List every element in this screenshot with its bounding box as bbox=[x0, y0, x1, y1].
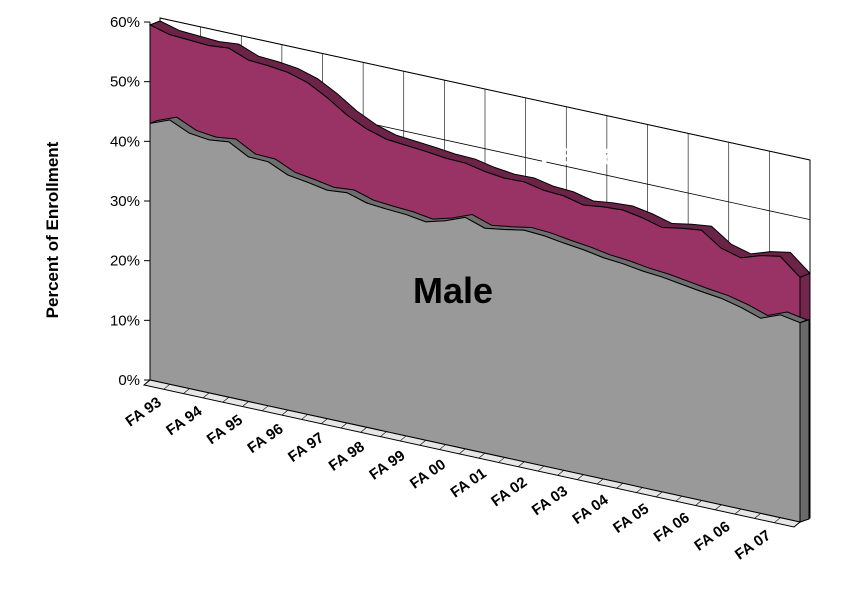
floor-divider bbox=[675, 495, 683, 502]
y-tick-label: 10% bbox=[110, 312, 140, 329]
floor-divider bbox=[734, 508, 742, 515]
floor-divider bbox=[537, 465, 545, 472]
floor-divider bbox=[774, 517, 781, 523]
chart-floor bbox=[142, 379, 802, 528]
series-male-area bbox=[149, 119, 801, 523]
floor-divider bbox=[715, 504, 722, 511]
floor-divider bbox=[419, 440, 426, 446]
floor-divider bbox=[340, 422, 348, 429]
x-category-label: FA 05 bbox=[610, 500, 652, 537]
series-label-male: Male bbox=[413, 270, 493, 311]
x-category-label: FA 97 bbox=[285, 429, 327, 466]
floor-divider bbox=[754, 513, 761, 519]
floor-divider bbox=[655, 491, 663, 498]
x-category-label: FA 00 bbox=[407, 456, 449, 493]
floor-divider bbox=[321, 418, 328, 424]
floor-divider bbox=[498, 457, 505, 463]
floor-divider bbox=[439, 444, 446, 450]
x-category-label: FA 02 bbox=[488, 474, 530, 511]
y-tick-label: 40% bbox=[110, 133, 140, 150]
x-category-label: FA 93 bbox=[123, 394, 165, 431]
floor-divider bbox=[380, 431, 387, 437]
floor-divider bbox=[399, 435, 407, 442]
x-category-label: FA 06 bbox=[651, 509, 693, 546]
floor-divider bbox=[458, 448, 466, 455]
floor-divider bbox=[281, 409, 289, 416]
x-category-label: FA 95 bbox=[204, 412, 246, 449]
y-tick-label: 20% bbox=[110, 253, 140, 270]
floor-divider bbox=[360, 427, 367, 433]
y-tick-label: 50% bbox=[110, 74, 140, 91]
y-tick-labels: 0% 10% 20% 30% 40% 50% 60% bbox=[110, 14, 150, 389]
series-label-female: Female bbox=[540, 138, 643, 171]
series-male-side bbox=[799, 319, 810, 523]
x-category-label: FA 06 bbox=[691, 518, 733, 555]
floor-divider bbox=[616, 483, 623, 489]
floor-divider bbox=[183, 388, 190, 394]
x-category-label: FA 98 bbox=[326, 438, 368, 475]
x-category-label: FA 96 bbox=[244, 420, 286, 457]
floor-divider bbox=[163, 384, 170, 390]
x-category-label: FA 03 bbox=[529, 483, 571, 520]
floor-divider bbox=[636, 487, 643, 493]
x-category-label: FA 04 bbox=[569, 491, 612, 528]
y-tick-label: 30% bbox=[110, 193, 140, 210]
floor-divider bbox=[242, 401, 249, 407]
floor-divider bbox=[478, 452, 486, 459]
y-axis-label: Percent of Enrollment bbox=[43, 141, 62, 318]
series-areas bbox=[148, 20, 811, 523]
floor-divider bbox=[143, 379, 151, 386]
floor-divider bbox=[222, 396, 229, 403]
x-category-label: FA 07 bbox=[732, 527, 774, 564]
x-category-label: FA 99 bbox=[366, 447, 408, 484]
floor-divider bbox=[301, 414, 308, 420]
floor-divider bbox=[577, 474, 584, 480]
x-category-label: FA 94 bbox=[163, 402, 206, 439]
floor-divider bbox=[695, 500, 702, 506]
floor-divider bbox=[793, 521, 801, 528]
floor-divider bbox=[557, 470, 564, 476]
y-tick-label: 60% bbox=[110, 14, 140, 31]
y-tick-label: 0% bbox=[118, 372, 140, 389]
floor-divider bbox=[261, 405, 269, 412]
x-category-label: FA 01 bbox=[448, 465, 490, 502]
floor-divider bbox=[518, 461, 525, 467]
floor-divider bbox=[596, 478, 604, 485]
floor-divider bbox=[202, 392, 210, 399]
